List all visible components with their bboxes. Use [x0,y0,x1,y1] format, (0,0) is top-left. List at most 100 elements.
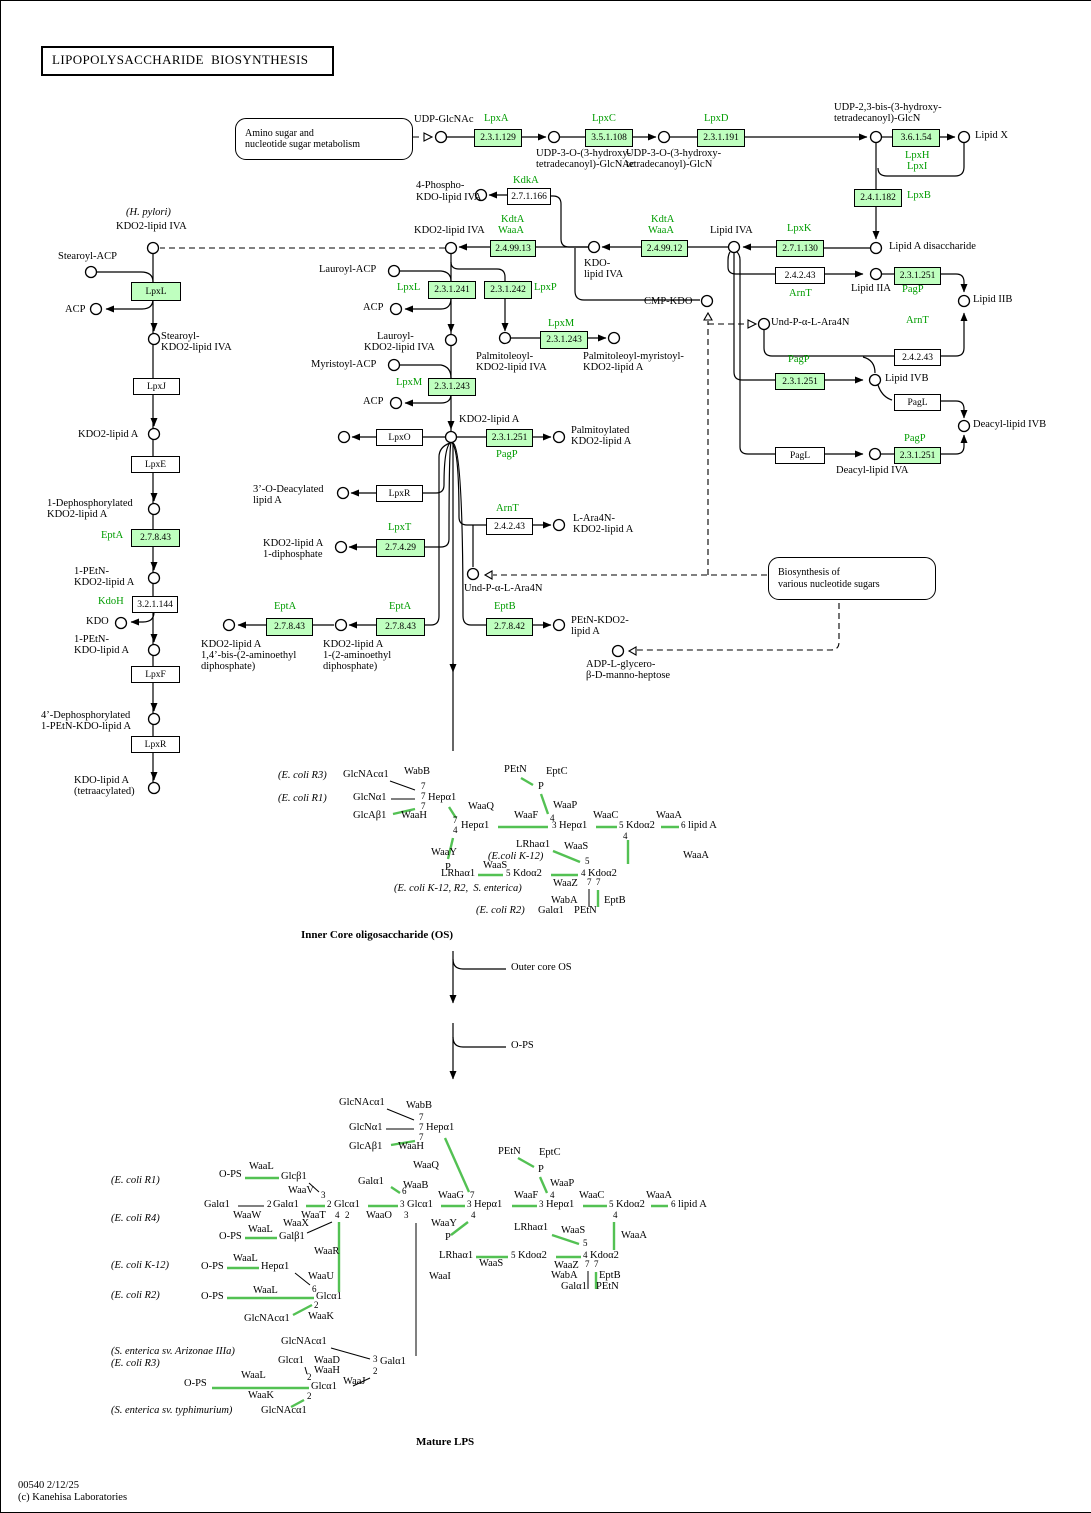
compound-node[interactable] [957,294,971,308]
enzyme-box-2.3.1.191[interactable]: 2.3.1.191 [697,129,745,147]
compound-node[interactable] [611,644,625,658]
compound-node[interactable] [146,241,160,255]
enzyme-box-LpxE[interactable]: LpxE [131,456,180,473]
compound-node[interactable] [552,518,566,532]
gene-label-KdtA[interactable]: KdtA [501,214,525,225]
compound-node[interactable] [552,618,566,632]
compound-node[interactable] [114,616,128,630]
gene-label-PagP[interactable]: PagP [496,449,518,460]
gene-label-KdoH[interactable]: KdoH [98,596,124,607]
enzyme-box-LpxR[interactable]: LpxR [131,736,180,753]
gene-label-EptA[interactable]: EptA [101,530,124,541]
enzyme-box-PagL[interactable]: PagL [775,447,825,464]
gene-label-WaaA[interactable]: WaaA [498,225,524,236]
enzyme-box-2.7.1.166[interactable]: 2.7.1.166 [507,188,551,205]
compound-node[interactable] [434,130,448,144]
gene-label-ArnT[interactable]: ArnT [906,315,929,326]
compound-node[interactable] [547,130,561,144]
enzyme-box-2.7.8.43[interactable]: 2.7.8.43 [131,529,180,547]
compound-node[interactable] [84,265,98,279]
compound-node[interactable] [474,188,488,202]
enzyme-box-LpxR[interactable]: LpxR [376,485,423,502]
compound-node[interactable] [147,427,161,441]
gene-label-EptA[interactable]: EptA [389,601,412,612]
enzyme-box-3.5.1.108[interactable]: 3.5.1.108 [585,129,633,147]
enzyme-box-2.4.99.13[interactable]: 2.4.99.13 [490,240,536,257]
compound-node[interactable] [868,373,882,387]
gene-label-LpxB[interactable]: LpxB [907,190,931,201]
compound-node[interactable] [444,430,458,444]
compound-node[interactable] [337,430,351,444]
compound-node[interactable] [334,540,348,554]
compound-node[interactable] [389,302,403,316]
enzyme-box-2.3.1.243[interactable]: 2.3.1.243 [428,378,476,396]
enzyme-box-2.3.1.251[interactable]: 2.3.1.251 [775,373,825,390]
compound-node[interactable] [700,294,714,308]
gene-label-LpxM[interactable]: LpxM [548,318,575,329]
enzyme-box-LpxL[interactable]: LpxL [131,282,181,301]
compound-node[interactable] [147,571,161,585]
gene-label-LpxM[interactable]: LpxM [396,377,423,388]
enzyme-box-2.3.1.129[interactable]: 2.3.1.129 [474,129,522,147]
enzyme-box-2.4.2.43[interactable]: 2.4.2.43 [486,518,533,535]
gene-label-LpxK[interactable]: LpxK [787,223,812,234]
enzyme-box-3.6.1.54[interactable]: 3.6.1.54 [892,129,940,147]
compound-node[interactable] [466,567,480,581]
enzyme-box-2.7.8.42[interactable]: 2.7.8.42 [486,618,533,636]
compound-node[interactable] [222,618,236,632]
compound-node[interactable] [147,332,161,346]
gene-label-LpxP[interactable]: LpxP [534,282,557,293]
gene-label-KdkA[interactable]: KdkA [513,175,539,186]
enzyme-box-LpxJ[interactable]: LpxJ [133,378,180,395]
compound-node[interactable] [607,331,621,345]
gene-label-LpxT[interactable]: LpxT [388,522,412,533]
enzyme-box-2.7.8.43[interactable]: 2.7.8.43 [266,618,313,636]
gene-label-EptB[interactable]: EptB [494,601,516,612]
compound-node[interactable] [387,358,401,372]
compound-node[interactable] [89,302,103,316]
gene-label-ArnT[interactable]: ArnT [789,288,812,299]
gene-label-EptA[interactable]: EptA [274,601,297,612]
compound-node[interactable] [334,618,348,632]
compound-node[interactable] [444,241,458,255]
gene-label-LpxC[interactable]: LpxC [592,113,616,124]
compound-node[interactable] [336,486,350,500]
gene-label-LpxA[interactable]: LpxA [484,113,509,124]
compound-node[interactable] [147,781,161,795]
gene-label-PagP[interactable]: PagP [904,433,926,444]
enzyme-box-2.3.1.251[interactable]: 2.3.1.251 [486,429,533,447]
pathway-link-box[interactable]: Amino sugar and nucleotide sugar metaboli… [235,118,413,160]
enzyme-box-2.3.1.243[interactable]: 2.3.1.243 [540,331,588,349]
enzyme-box-PagL[interactable]: PagL [894,394,941,411]
compound-node[interactable] [389,396,403,410]
compound-node[interactable] [147,643,161,657]
compound-node[interactable] [868,447,882,461]
gene-label-LpxD[interactable]: LpxD [704,113,729,124]
pathway-link-box[interactable]: Biosynthesis of various nucleotide sugars [768,557,936,600]
compound-node[interactable] [869,130,883,144]
enzyme-box-2.4.1.182[interactable]: 2.4.1.182 [854,189,902,207]
gene-label-LpxI[interactable]: LpxI [907,161,928,172]
compound-node[interactable] [387,264,401,278]
enzyme-box-2.3.1.242[interactable]: 2.3.1.242 [484,281,532,299]
gene-label-PagP[interactable]: PagP [902,284,924,295]
enzyme-box-2.3.1.251[interactable]: 2.3.1.251 [894,447,941,464]
enzyme-box-2.7.1.130[interactable]: 2.7.1.130 [776,240,824,257]
compound-node[interactable] [587,240,601,254]
enzyme-box-2.4.99.12[interactable]: 2.4.99.12 [641,240,688,257]
compound-node[interactable] [957,419,971,433]
gene-label-KdtA[interactable]: KdtA [651,214,675,225]
compound-node[interactable] [552,430,566,444]
enzyme-box-3.2.1.144[interactable]: 3.2.1.144 [132,596,178,613]
enzyme-box-2.3.1.251[interactable]: 2.3.1.251 [894,267,941,285]
compound-node[interactable] [657,130,671,144]
enzyme-box-LpxO[interactable]: LpxO [376,429,423,446]
gene-label-LpxH[interactable]: LpxH [905,150,930,161]
enzyme-box-2.4.2.43[interactable]: 2.4.2.43 [894,349,941,366]
compound-node[interactable] [498,331,512,345]
compound-node[interactable] [444,333,458,347]
compound-node[interactable] [869,267,883,281]
compound-node[interactable] [147,712,161,726]
gene-label-LpxL[interactable]: LpxL [397,282,421,293]
gene-label-WaaA[interactable]: WaaA [648,225,674,236]
